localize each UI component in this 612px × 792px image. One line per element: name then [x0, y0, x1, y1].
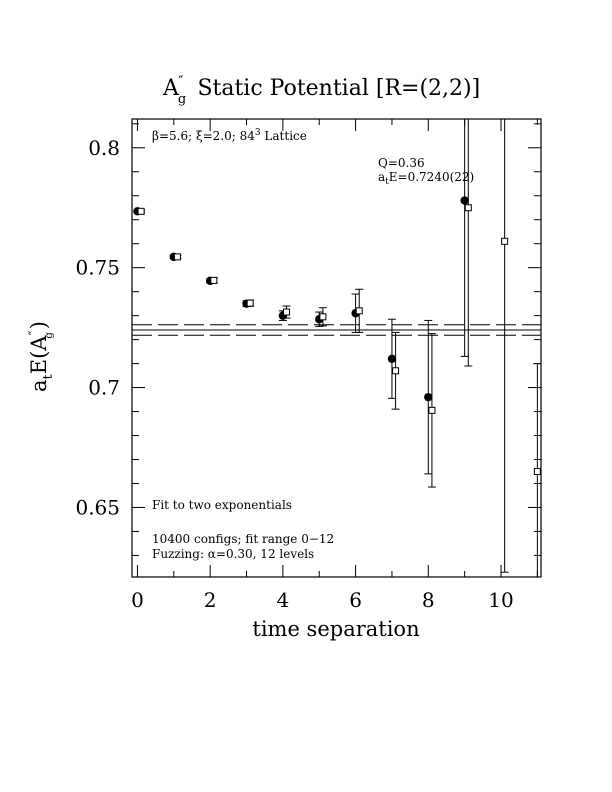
lattice-annotation: β=5.6; ξ=2.0; 843 Lattice: [152, 124, 307, 143]
y-tick-label: 0.8: [88, 136, 120, 160]
data-point-square: [428, 406, 436, 414]
data-point-square: [283, 308, 291, 316]
plot-frame: [131, 118, 542, 578]
q-value: Q=0.36: [378, 156, 425, 170]
axis-ticks: 0 2 4 6 8 10 0.65 0.7 0.75 0.8: [75, 119, 541, 612]
title-superscript: ″: [178, 74, 183, 90]
data-point-square: [392, 367, 400, 375]
fit-label: Fit to two exponentials: [152, 498, 292, 512]
x-axis-label: time separation: [252, 617, 419, 641]
y-tick-label: 0.75: [75, 256, 120, 280]
fit-band: [132, 324, 541, 336]
data-point-square: [210, 276, 218, 284]
data-points: [133, 196, 541, 475]
fuzzing-label: Fuzzing: α=0.30, 12 levels: [152, 547, 314, 561]
data-point-circle: [387, 354, 397, 363]
x-tick-label: 0: [131, 588, 144, 612]
y-tick-label: 0.65: [75, 495, 120, 519]
data-point-square: [464, 204, 472, 212]
x-tick-label: 4: [277, 588, 290, 612]
x-tick-label: 2: [204, 588, 217, 612]
data-point-circle: [424, 392, 433, 402]
data-point-square: [173, 253, 181, 261]
data-point-square: [319, 313, 327, 321]
y-axis-label: atE(A″ g): [27, 321, 56, 392]
data-point-square: [501, 237, 509, 245]
title-subscript: g: [178, 92, 186, 107]
y-tick-label: 0.7: [88, 376, 120, 400]
configs-label: 10400 configs; fit range 0−12: [152, 532, 334, 546]
x-tick-label: 6: [349, 588, 362, 612]
data-point-square: [533, 467, 541, 475]
data-point-square: [137, 207, 145, 215]
energy-fit-value: atE=0.7240(22): [378, 170, 474, 187]
data-point-square: [246, 299, 254, 307]
data-point-circle: [460, 196, 469, 205]
chart-title: Ag″ Static Potential [R=(2,2)]: [162, 74, 480, 107]
data-point-square: [355, 307, 363, 315]
x-tick-label: 10: [488, 588, 513, 612]
x-tick-label: 8: [422, 588, 435, 612]
